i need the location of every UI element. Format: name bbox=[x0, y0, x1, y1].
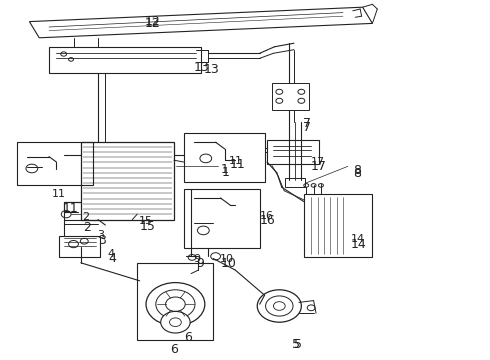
Text: 5: 5 bbox=[294, 338, 302, 351]
Bar bbox=[304, 194, 372, 257]
Text: 7: 7 bbox=[303, 121, 311, 134]
Text: 15: 15 bbox=[139, 216, 153, 226]
Text: 5: 5 bbox=[292, 338, 299, 351]
Text: 1: 1 bbox=[220, 163, 228, 176]
Text: 12: 12 bbox=[145, 15, 160, 28]
Text: 10: 10 bbox=[220, 257, 236, 270]
Text: 11: 11 bbox=[229, 158, 245, 171]
Circle shape bbox=[166, 297, 185, 311]
Text: 6: 6 bbox=[170, 343, 178, 356]
Bar bbox=[184, 189, 260, 248]
Bar bbox=[184, 133, 265, 182]
Text: 4: 4 bbox=[108, 249, 115, 259]
Circle shape bbox=[146, 283, 205, 326]
Bar bbox=[137, 263, 213, 340]
Text: 3: 3 bbox=[98, 234, 106, 247]
Text: 3: 3 bbox=[97, 230, 104, 240]
Circle shape bbox=[170, 318, 181, 327]
Bar bbox=[272, 83, 309, 110]
Bar bbox=[49, 47, 201, 73]
Text: 8: 8 bbox=[353, 167, 361, 180]
Text: 13: 13 bbox=[194, 61, 209, 74]
Circle shape bbox=[266, 296, 293, 316]
Text: 16: 16 bbox=[260, 211, 274, 221]
Text: 4: 4 bbox=[109, 252, 117, 265]
Text: 2: 2 bbox=[83, 221, 91, 234]
Text: 9: 9 bbox=[196, 257, 204, 270]
Bar bbox=[17, 142, 93, 185]
Bar bbox=[59, 236, 100, 257]
Text: 2: 2 bbox=[82, 212, 90, 222]
Text: 15: 15 bbox=[140, 220, 155, 233]
Text: 10: 10 bbox=[220, 254, 234, 264]
Circle shape bbox=[257, 290, 301, 322]
Text: 7: 7 bbox=[303, 117, 311, 130]
Text: 11: 11 bbox=[229, 156, 244, 166]
Text: 16: 16 bbox=[260, 214, 275, 227]
Bar bbox=[267, 140, 318, 164]
Text: 17: 17 bbox=[311, 160, 327, 173]
Text: 9: 9 bbox=[194, 254, 201, 264]
Text: 11: 11 bbox=[63, 202, 78, 215]
Text: 17: 17 bbox=[311, 157, 325, 167]
Text: 8: 8 bbox=[353, 164, 361, 177]
Text: 11: 11 bbox=[51, 189, 66, 199]
Text: 14: 14 bbox=[350, 238, 366, 251]
Text: 13: 13 bbox=[203, 63, 219, 76]
Text: 1: 1 bbox=[221, 166, 229, 179]
Text: 12: 12 bbox=[145, 17, 160, 30]
Circle shape bbox=[273, 302, 285, 310]
Circle shape bbox=[161, 311, 190, 333]
Bar bbox=[285, 178, 305, 187]
Bar bbox=[81, 142, 174, 220]
Text: 14: 14 bbox=[350, 234, 365, 244]
Text: 6: 6 bbox=[184, 331, 192, 344]
Circle shape bbox=[156, 290, 195, 319]
